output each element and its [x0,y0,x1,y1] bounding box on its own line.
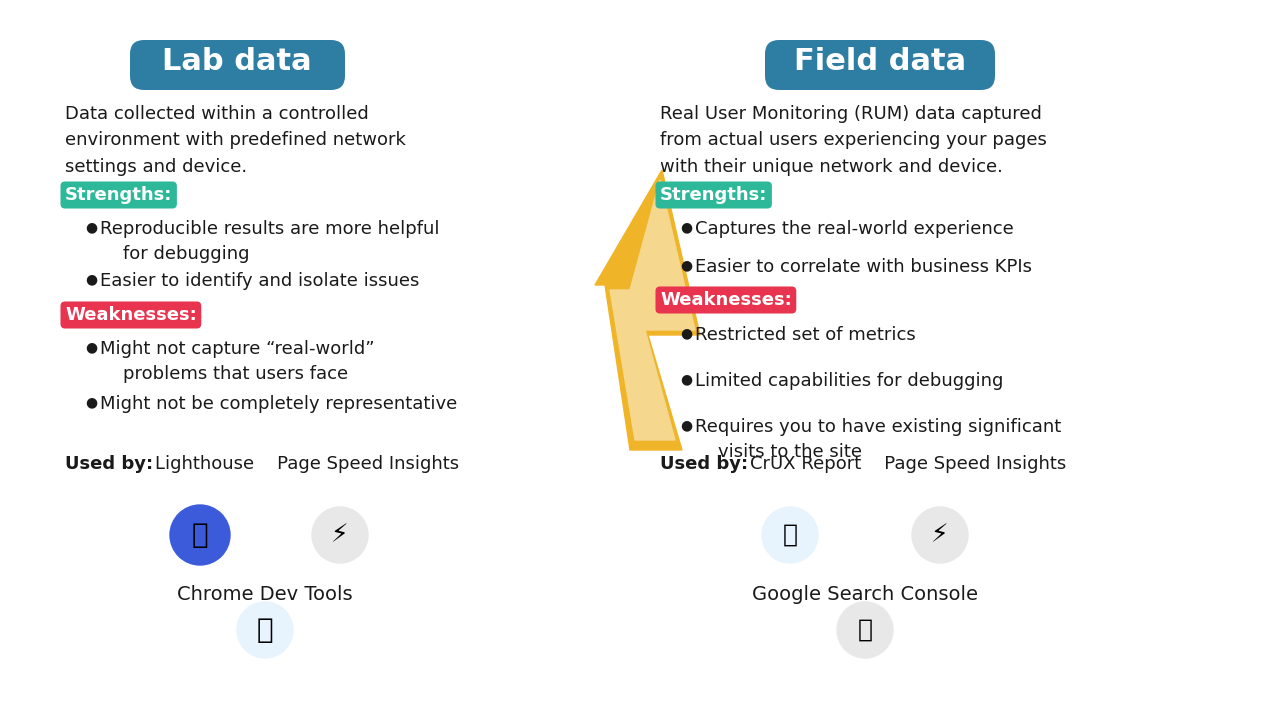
Text: ●: ● [680,372,692,386]
Text: Strengths:: Strengths: [660,186,768,204]
Text: ●: ● [680,418,692,432]
Text: Might not be completely representative: Might not be completely representative [100,395,457,413]
Text: Real User Monitoring (RUM) data captured
from actual users experiencing your pag: Real User Monitoring (RUM) data captured… [660,105,1047,176]
Circle shape [762,507,818,563]
Text: Chrome Dev Tools: Chrome Dev Tools [177,585,353,604]
Text: Used by:: Used by: [65,455,154,473]
Text: Easier to correlate with business KPIs: Easier to correlate with business KPIs [695,258,1032,276]
Text: Used by:: Used by: [660,455,748,473]
Circle shape [312,507,369,563]
Text: Lab data: Lab data [163,47,312,76]
Text: ●: ● [680,258,692,272]
Text: Google Search Console: Google Search Console [753,585,978,604]
Text: ●: ● [680,220,692,234]
Circle shape [170,505,230,565]
Circle shape [237,602,293,658]
Text: CrUX Report    Page Speed Insights: CrUX Report Page Speed Insights [750,455,1066,473]
Text: ●: ● [84,395,97,409]
Circle shape [837,602,893,658]
Text: Captures the real-world experience: Captures the real-world experience [695,220,1014,238]
Polygon shape [611,180,695,440]
FancyBboxPatch shape [131,40,346,90]
Text: 🏠: 🏠 [192,521,209,549]
Text: 🔗: 🔗 [782,523,797,547]
Circle shape [911,507,968,563]
Text: Field data: Field data [794,47,966,76]
Text: Might not capture “real-world”
    problems that users face: Might not capture “real-world” problems … [100,340,375,383]
FancyBboxPatch shape [765,40,995,90]
Text: Data collected within a controlled
environment with predefined network
settings : Data collected within a controlled envir… [65,105,406,176]
Text: Easier to identify and isolate issues: Easier to identify and isolate issues [100,272,420,290]
Text: 🔵: 🔵 [257,616,274,644]
Text: ●: ● [84,220,97,234]
Text: Lighthouse    Page Speed Insights: Lighthouse Page Speed Insights [155,455,460,473]
Text: Reproducible results are more helpful
    for debugging: Reproducible results are more helpful fo… [100,220,439,263]
Text: Weaknesses:: Weaknesses: [660,291,792,309]
Text: ⚡: ⚡ [932,523,948,547]
Text: ●: ● [84,272,97,286]
Text: Requires you to have existing significant
    visits to the site: Requires you to have existing significan… [695,418,1061,461]
Polygon shape [595,170,700,450]
Text: Restricted set of metrics: Restricted set of metrics [695,326,915,344]
Text: Weaknesses:: Weaknesses: [65,306,197,324]
Text: ⚡: ⚡ [332,523,348,547]
Text: Limited capabilities for debugging: Limited capabilities for debugging [695,372,1004,390]
Text: Strengths:: Strengths: [65,186,173,204]
Text: ●: ● [84,340,97,354]
Text: 🔧: 🔧 [858,618,873,642]
Text: ●: ● [680,326,692,340]
